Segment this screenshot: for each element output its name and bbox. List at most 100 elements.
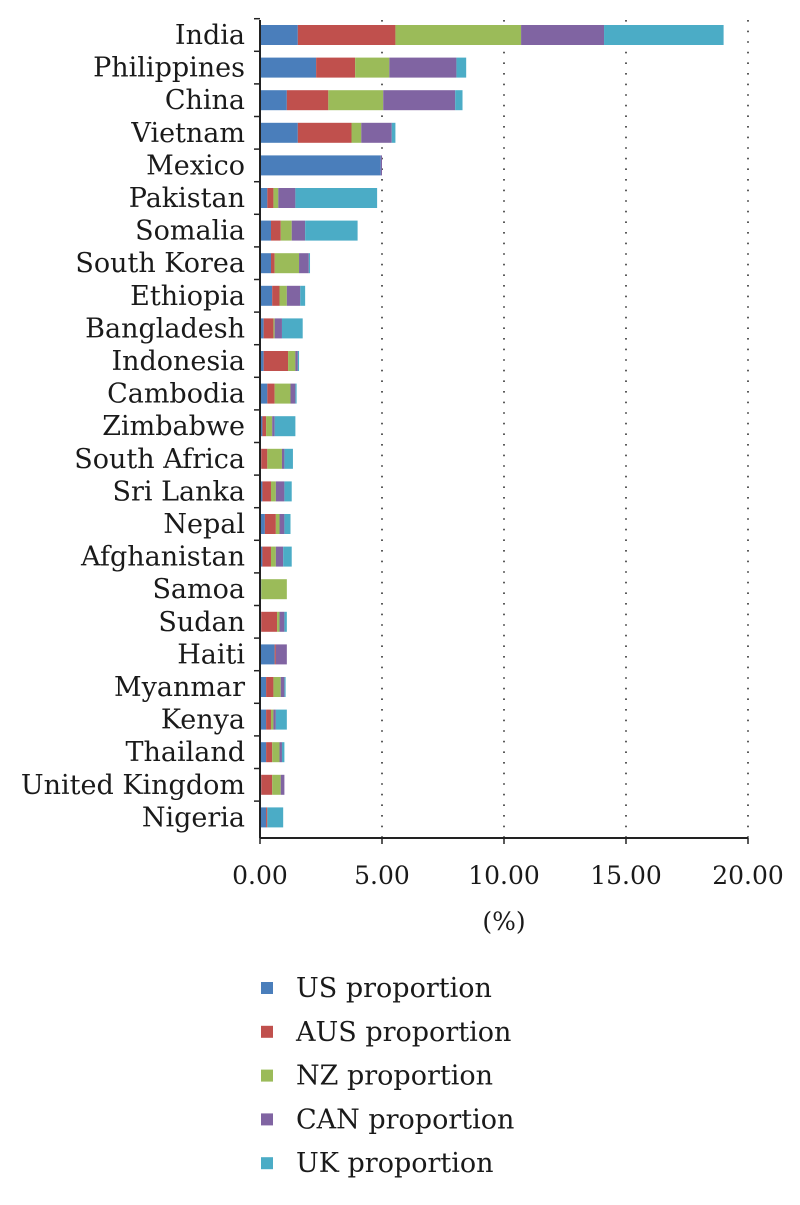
bar-afghanistan-aus xyxy=(262,546,271,567)
bar-myanmar-uk xyxy=(284,677,286,697)
bar-bangladesh-nz xyxy=(273,318,275,339)
category-label: Vietnam xyxy=(130,118,245,149)
bar-sudan-uk xyxy=(284,611,287,632)
bar-sudan-nz xyxy=(277,611,280,632)
category-label: Mexico xyxy=(146,150,245,181)
bar-myanmar-can xyxy=(280,677,285,697)
bar-ethiopia-us xyxy=(260,285,273,306)
bar-nepal-nz xyxy=(275,514,280,534)
bar-indonesia-nz xyxy=(288,351,296,371)
bar-philippines-can xyxy=(389,57,457,78)
bar-bangladesh-uk xyxy=(281,318,303,339)
x-tick-label: 20.00 xyxy=(712,861,784,890)
bar-sudan-can xyxy=(279,611,285,632)
legend-label-uk: UK proportion xyxy=(296,1148,494,1179)
legend-label-aus: AUS proportion xyxy=(295,1017,511,1048)
category-label: Sri Lanka xyxy=(113,476,246,507)
bar-mexico-can xyxy=(380,155,382,176)
category-label: Pakistan xyxy=(129,183,245,214)
bar-somalia-us xyxy=(260,220,271,241)
legend: US proportion AUS proportion NZ proportion… xyxy=(261,973,514,1179)
bar-united-kingdom-can xyxy=(280,774,285,795)
bar-afghanistan-nz xyxy=(270,546,276,567)
category-label: India xyxy=(175,20,245,51)
legend-swatch-nz xyxy=(261,1069,273,1082)
bar-china-aus xyxy=(286,90,329,111)
legend-label-nz: NZ proportion xyxy=(296,1061,493,1092)
bar-india-us xyxy=(260,25,298,45)
bar-south-korea-us xyxy=(260,253,271,274)
bar-bangladesh-aus xyxy=(263,318,274,339)
bar-nepal-can xyxy=(279,514,285,534)
bar-vietnam-can xyxy=(361,122,392,143)
bar-kenya-can xyxy=(273,709,276,730)
bar-sri-lanka-aus xyxy=(262,481,271,502)
bar-thailand-uk xyxy=(281,742,285,763)
bar-india-uk xyxy=(604,25,724,45)
bar-cambodia-aus xyxy=(267,383,275,404)
bar-zimbabwe-can xyxy=(272,416,275,437)
category-label: Kenya xyxy=(161,705,245,736)
category-label: Afghanistan xyxy=(80,542,245,573)
bar-vietnam-us xyxy=(260,122,298,143)
bar-china-us xyxy=(260,90,287,111)
bar-sri-lanka-can xyxy=(275,481,285,502)
bar-myanmar-nz xyxy=(273,677,281,697)
bar-indonesia-aus xyxy=(263,351,289,371)
bar-sri-lanka-us xyxy=(260,481,263,502)
category-label: China xyxy=(165,85,245,116)
bar-indonesia-uk xyxy=(297,351,300,371)
category-label: Haiti xyxy=(177,639,245,670)
category-label: Zimbabwe xyxy=(102,411,245,442)
bar-south-korea-can xyxy=(299,253,309,274)
bar-sri-lanka-nz xyxy=(270,481,276,502)
bar-afghanistan-can xyxy=(275,546,284,567)
bar-south-africa-nz xyxy=(267,448,282,469)
bar-india-aus xyxy=(297,25,396,45)
legend-swatch-us xyxy=(261,982,273,994)
bar-cambodia-uk xyxy=(295,383,297,404)
bar-pakistan-us xyxy=(260,188,268,208)
bar-india-can xyxy=(521,25,605,45)
axes xyxy=(254,17,749,844)
bar-pakistan-uk xyxy=(295,188,378,208)
bar-philippines-aus xyxy=(316,57,356,78)
category-labels: IndiaPhilippinesChinaVietnamMexicoPakist… xyxy=(21,20,245,833)
legend-label-us: US proportion xyxy=(296,973,492,1004)
bars xyxy=(260,25,724,828)
bar-pakistan-can xyxy=(278,188,296,208)
bar-mexico-us xyxy=(260,155,381,176)
bar-south-korea-aus xyxy=(270,253,275,274)
bar-kenya-us xyxy=(260,709,267,730)
bar-ethiopia-uk xyxy=(300,285,306,306)
x-tick-label: 10.00 xyxy=(468,861,540,890)
bar-indonesia-us xyxy=(260,351,264,371)
bar-south-africa-uk xyxy=(284,448,293,469)
category-label: Somalia xyxy=(135,216,245,247)
bar-nepal-aus xyxy=(264,514,276,534)
category-label: Thailand xyxy=(125,737,245,768)
bar-south-africa-aus xyxy=(261,448,268,469)
bar-nigeria-uk xyxy=(267,807,284,828)
category-label: South Korea xyxy=(75,248,245,279)
bar-haiti-us xyxy=(260,644,275,665)
category-label: Bangladesh xyxy=(85,313,245,344)
bar-nigeria-us xyxy=(260,807,267,828)
bar-myanmar-aus xyxy=(266,677,274,697)
bar-cambodia-us xyxy=(260,383,268,404)
category-label: Nigeria xyxy=(142,802,245,833)
bar-samoa-nz xyxy=(261,579,287,600)
bar-nigeria-aus xyxy=(266,807,268,828)
category-label: South Africa xyxy=(74,444,245,475)
bar-vietnam-nz xyxy=(351,122,362,143)
category-label: Ethiopia xyxy=(130,281,245,312)
bar-china-nz xyxy=(328,90,384,111)
bar-south-korea-uk xyxy=(308,253,311,274)
bar-pakistan-nz xyxy=(273,188,279,208)
bar-afghanistan-uk xyxy=(283,546,292,567)
bar-somalia-uk xyxy=(305,220,358,241)
bar-kenya-aus xyxy=(266,709,271,730)
bar-somalia-nz xyxy=(280,220,292,241)
